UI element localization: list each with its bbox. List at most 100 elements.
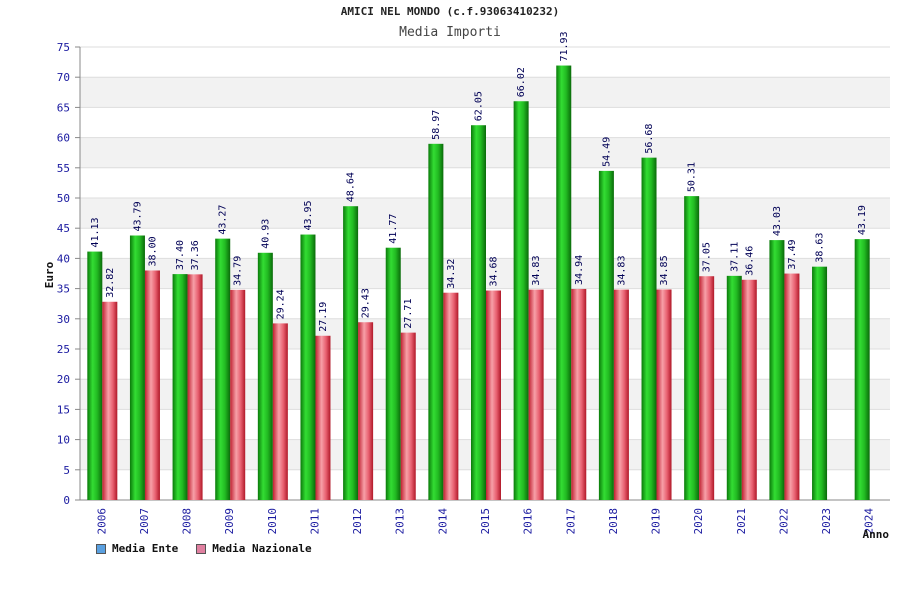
- x-tick-label: 2008: [181, 508, 194, 535]
- y-tick-label: 25: [57, 343, 70, 356]
- bar-media-nazionale: [699, 276, 715, 500]
- legend-item-media-ente: Media Ente: [96, 542, 178, 555]
- bar-media-ente: [513, 101, 529, 500]
- bar-media-nazionale: [443, 292, 459, 500]
- bar-media-ente: [87, 251, 103, 500]
- data-label-media-ente: 37.40: [175, 240, 186, 270]
- y-tick-label: 70: [57, 71, 70, 84]
- x-tick-label: 2021: [735, 508, 748, 535]
- legend-item-media-nazionale: Media Nazionale: [196, 542, 312, 555]
- bar-media-ente: [769, 240, 785, 500]
- data-label-media-ente: 41.77: [388, 214, 399, 244]
- bar-media-nazionale: [358, 322, 374, 500]
- data-label-media-ente: 50.31: [687, 162, 698, 192]
- data-label-media-nazionale: 34.83: [531, 256, 542, 286]
- legend-swatch-media-ente: [96, 543, 106, 554]
- bar-media-ente: [641, 157, 657, 500]
- bar-media-nazionale: [613, 289, 629, 500]
- y-tick-label: 20: [57, 373, 70, 386]
- data-label-media-ente: 38.63: [815, 233, 826, 263]
- data-label-media-nazionale: 29.24: [275, 289, 286, 319]
- legend-label-media-nazionale: Media Nazionale: [212, 542, 312, 555]
- x-tick-label: 2022: [777, 508, 790, 535]
- bar-media-nazionale: [656, 289, 672, 500]
- x-tick-label: 2011: [308, 508, 321, 535]
- bar-media-nazionale: [741, 279, 757, 500]
- x-tick-label: 2016: [522, 508, 535, 535]
- data-label-media-nazionale: 34.79: [233, 256, 244, 286]
- y-tick-label: 5: [63, 464, 70, 477]
- x-tick-label: 2019: [650, 508, 663, 535]
- bar-media-ente: [343, 206, 359, 500]
- x-tick-label: 2012: [351, 508, 364, 535]
- bar-media-ente: [172, 274, 188, 500]
- data-label-media-ente: 43.79: [132, 201, 143, 231]
- bar-media-nazionale: [144, 270, 160, 500]
- data-label-media-ente: 62.05: [474, 91, 485, 121]
- y-tick-label: 45: [57, 222, 70, 235]
- x-tick-label: 2009: [223, 508, 236, 535]
- x-tick-label: 2020: [692, 508, 705, 535]
- grid-band: [80, 77, 890, 108]
- data-label-media-nazionale: 34.83: [616, 256, 627, 286]
- y-tick-label: 55: [57, 162, 70, 175]
- data-label-media-nazionale: 34.94: [574, 255, 585, 285]
- data-label-media-nazionale: 32.82: [105, 268, 116, 298]
- y-tick-label: 40: [57, 252, 70, 265]
- data-label-media-nazionale: 34.85: [659, 255, 670, 285]
- x-tick-label: 2006: [95, 508, 108, 535]
- bar-media-nazionale: [486, 290, 501, 500]
- data-label-media-ente: 71.93: [559, 31, 570, 61]
- bar-media-nazionale: [187, 274, 203, 500]
- legend-label-media-ente: Media Ente: [112, 542, 179, 555]
- data-label-media-ente: 54.49: [601, 137, 612, 167]
- data-label-media-nazionale: 27.71: [403, 299, 414, 329]
- y-tick-label: 65: [57, 101, 70, 114]
- bar-media-ente: [471, 125, 486, 500]
- bar-media-ente: [556, 65, 572, 501]
- bar-media-nazionale: [315, 335, 331, 500]
- legend: Media Ente Media Nazionale: [96, 542, 312, 555]
- data-label-media-ente: 40.93: [260, 219, 271, 249]
- data-label-media-ente: 56.68: [644, 124, 655, 154]
- x-tick-label: 2015: [479, 508, 492, 535]
- x-tick-label: 2013: [394, 508, 407, 535]
- x-tick-label: 2017: [564, 508, 577, 535]
- bar-media-nazionale: [400, 332, 416, 500]
- bar-media-nazionale: [528, 289, 544, 500]
- data-label-media-nazionale: 36.46: [744, 246, 755, 276]
- bar-media-ente: [215, 238, 231, 500]
- data-label-media-ente: 66.02: [516, 67, 527, 97]
- y-tick-label: 75: [57, 41, 70, 54]
- y-axis-label: Euro: [43, 261, 56, 288]
- data-label-media-nazionale: 34.32: [446, 259, 457, 289]
- y-tick-label: 30: [57, 313, 70, 326]
- data-label-media-ente: 58.97: [431, 110, 442, 140]
- x-tick-label: 2023: [820, 508, 833, 535]
- data-label-media-ente: 43.03: [772, 206, 783, 236]
- x-tick-label: 2007: [138, 508, 151, 535]
- bar-media-ente: [385, 247, 401, 500]
- data-label-media-nazionale: 37.36: [190, 240, 201, 270]
- y-tick-label: 60: [57, 132, 70, 145]
- bar-media-ente: [812, 266, 828, 500]
- bar-media-nazionale: [272, 323, 288, 500]
- data-label-media-ente: 43.27: [218, 205, 229, 235]
- bar-media-nazionale: [571, 288, 587, 500]
- x-tick-label: 2018: [607, 508, 620, 535]
- data-label-media-nazionale: 27.19: [318, 302, 329, 332]
- data-label-media-ente: 43.95: [303, 200, 314, 230]
- bar-media-ente: [854, 239, 870, 501]
- data-label-media-ente: 37.11: [729, 242, 740, 272]
- y-tick-label: 10: [57, 434, 70, 447]
- x-tick-label: 2014: [436, 508, 449, 535]
- data-label-media-nazionale: 29.43: [361, 288, 372, 318]
- y-tick-label: 0: [63, 494, 70, 507]
- bar-media-ente: [428, 143, 444, 500]
- x-tick-label: 2024: [863, 508, 876, 535]
- bar-media-ente: [726, 275, 742, 500]
- y-tick-label: 15: [57, 403, 70, 416]
- x-axis-label: Anno: [863, 528, 890, 541]
- data-label-media-nazionale: 37.05: [702, 242, 713, 272]
- data-label-media-ente: 48.64: [346, 172, 357, 202]
